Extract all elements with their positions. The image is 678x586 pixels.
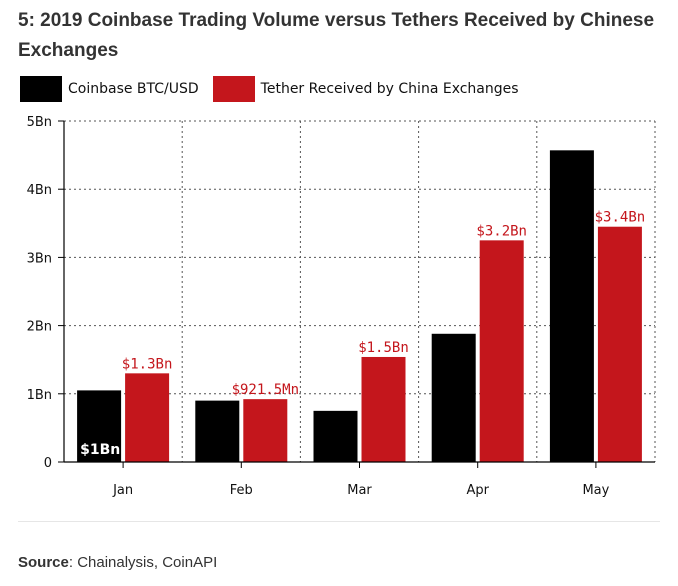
y-tick-label: 5Bn <box>27 115 52 130</box>
bar-chart: 0 1Bn 2Bn 3Bn 4Bn 5Bn $1Bn $1.3Bn Jan $921.5Mn Feb… <box>27 115 656 498</box>
x-tick-label: Feb <box>230 483 253 498</box>
divider <box>18 521 660 522</box>
data-label-coinbase: $1Bn <box>80 442 120 458</box>
y-tick-label: 4Bn <box>27 183 52 198</box>
bar-coinbase <box>195 400 240 462</box>
bar-coinbase <box>313 410 358 462</box>
legend-swatch-coinbase <box>20 76 62 102</box>
x-tick-label: Apr <box>466 483 489 498</box>
data-label-tether: $1.3Bn <box>122 356 173 372</box>
y-tick-label: 2Bn <box>27 320 52 335</box>
x-tick-label: Mar <box>347 483 372 498</box>
bar-coinbase <box>431 333 476 462</box>
data-label-tether: $1.5Bn <box>358 340 409 356</box>
source-note: Source: Chainalysis, CoinAPI <box>18 554 217 571</box>
legend-item-tether: Tether Received by China Exchanges <box>212 76 519 102</box>
data-label-tether: $921.5Mn <box>232 382 299 398</box>
bar-tether <box>243 399 288 462</box>
chart-title: 5: 2019 Coinbase Trading Volume versus T… <box>18 10 655 61</box>
bar-coinbase <box>549 150 594 463</box>
data-label-tether: $3.2Bn <box>476 223 527 239</box>
legend-item-coinbase: Coinbase BTC/USD <box>20 76 199 102</box>
x-tick-label: May <box>582 483 609 498</box>
x-tick-label: Jan <box>112 483 133 498</box>
legend-label-coinbase: Coinbase BTC/USD <box>68 81 199 97</box>
y-tick-label: 0 <box>44 456 52 471</box>
source-text: : Chainalysis, CoinAPI <box>68 554 218 571</box>
bar-tether <box>479 240 524 462</box>
data-label-tether: $3.4Bn <box>595 210 646 226</box>
bar-coinbase <box>77 390 122 462</box>
bar-tether <box>361 356 406 462</box>
legend-swatch-tether <box>212 76 255 102</box>
y-tick-label: 3Bn <box>27 251 52 266</box>
y-tick-label: 1Bn <box>27 388 52 403</box>
legend-label-tether: Tether Received by China Exchanges <box>260 81 519 97</box>
legend: Coinbase BTC/USD Tether Received by Chin… <box>20 76 533 102</box>
bar-tether <box>597 226 642 462</box>
source-label: Source <box>18 554 69 571</box>
bar-tether <box>125 373 170 462</box>
